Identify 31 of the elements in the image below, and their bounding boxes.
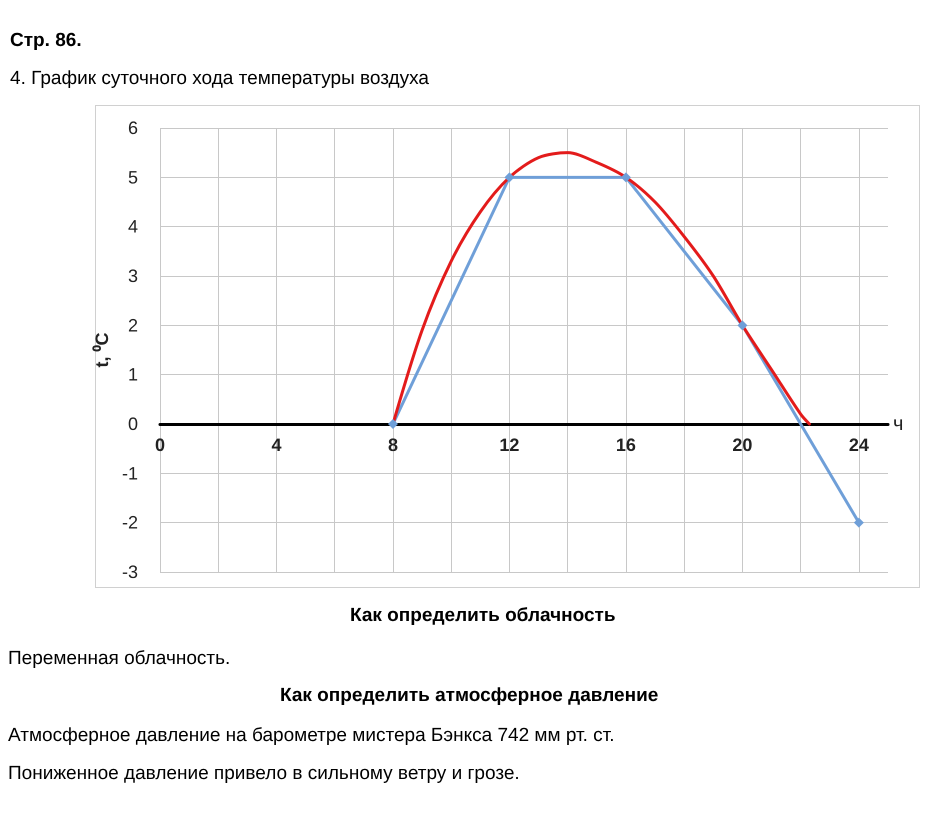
x-tick-label: 12 [499,435,520,455]
point [620,172,631,182]
text: Как определить облачность [350,605,616,627]
y-axis-title: t, ⁰C [92,332,112,368]
x-tick-label: 0 [154,435,166,455]
x-tick-label: 20 [732,435,752,455]
x-axis-title: ч [893,413,904,435]
y-tick-label: 6 [128,118,138,138]
y-tick-label: 1 [128,364,138,385]
text: Пониженное давление привело в сильному ветру и грозе. [8,763,520,785]
y-tick-label: 5 [128,167,138,188]
text: Переменная облачность. [8,648,230,670]
chart-title: 4. График суточного хода температуры воздуха [10,68,430,90]
x-tick-label: 24 [848,435,869,455]
x-tick-label: 16 [616,435,636,455]
y-tick-label: 2 [128,315,138,336]
y-tick-label: 4 [128,216,138,237]
text: Как определить атмосферное давление [280,685,658,707]
point [504,172,514,182]
x-tick-label: 8 [388,435,398,455]
y-tick-label: -1 [122,463,138,484]
chart-subtitle: Стр. 86. [10,30,82,52]
point [737,320,748,330]
y-tick-label: -3 [122,562,138,582]
point [854,518,864,528]
point [388,419,398,429]
x-tick-label: 4 [271,435,282,455]
y-tick-label: -2 [122,512,138,533]
text: Атмосферное давление на барометре мистера Бэнкса 742 мм рт. ст. [8,725,615,747]
y-tick-label: 0 [128,414,138,434]
y-tick-label: 3 [128,266,138,286]
